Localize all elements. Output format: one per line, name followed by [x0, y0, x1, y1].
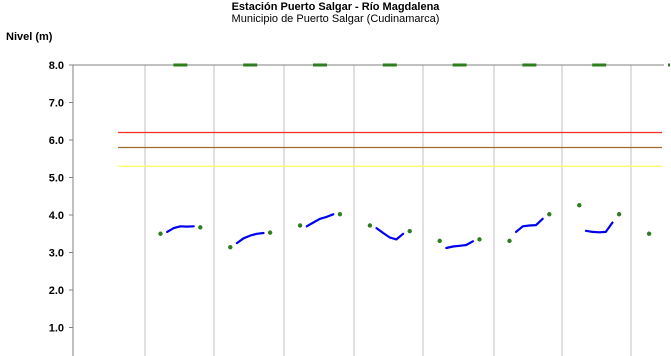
y-tick-label: 5.0: [49, 173, 64, 185]
plot-area: [73, 60, 664, 356]
series-line: [166, 225, 195, 233]
series-line: [584, 221, 614, 234]
data-point: [198, 225, 203, 230]
y-tick-label: 8.0: [49, 60, 64, 72]
data-point: [577, 203, 582, 208]
data-point: [267, 230, 273, 235]
chart-title: Estación Puerto Salgar - Río Magdalena: [231, 1, 440, 13]
series-line: [235, 231, 265, 245]
series-line: [515, 217, 544, 233]
y-tick-label: 3.0: [49, 248, 64, 260]
data-point: [158, 231, 163, 236]
data-point: [337, 212, 343, 217]
y-axis-label: Nivel (m): [6, 31, 53, 43]
data-point: [477, 237, 482, 242]
y-tick-label: 2.0: [49, 285, 64, 297]
series-line: [445, 240, 474, 250]
data-point: [437, 238, 442, 244]
series-line: [375, 227, 405, 241]
y-tick-label: 1.0: [49, 323, 64, 335]
y-tick-label: 6.0: [49, 135, 64, 147]
y-tick-label: 7.0: [49, 98, 64, 110]
data-point: [297, 223, 303, 228]
data-point: [646, 231, 652, 236]
series-line: [305, 213, 335, 228]
data-point: [407, 228, 412, 234]
data-point: [367, 223, 373, 228]
data-point: [507, 238, 512, 244]
data-point: [228, 245, 233, 250]
data-point: [547, 212, 552, 217]
data-point: [616, 212, 622, 217]
y-tick-label: 4.0: [49, 210, 64, 222]
chart-subtitle: Municipio de Puerto Salgar (Cudinamarca): [231, 13, 440, 25]
